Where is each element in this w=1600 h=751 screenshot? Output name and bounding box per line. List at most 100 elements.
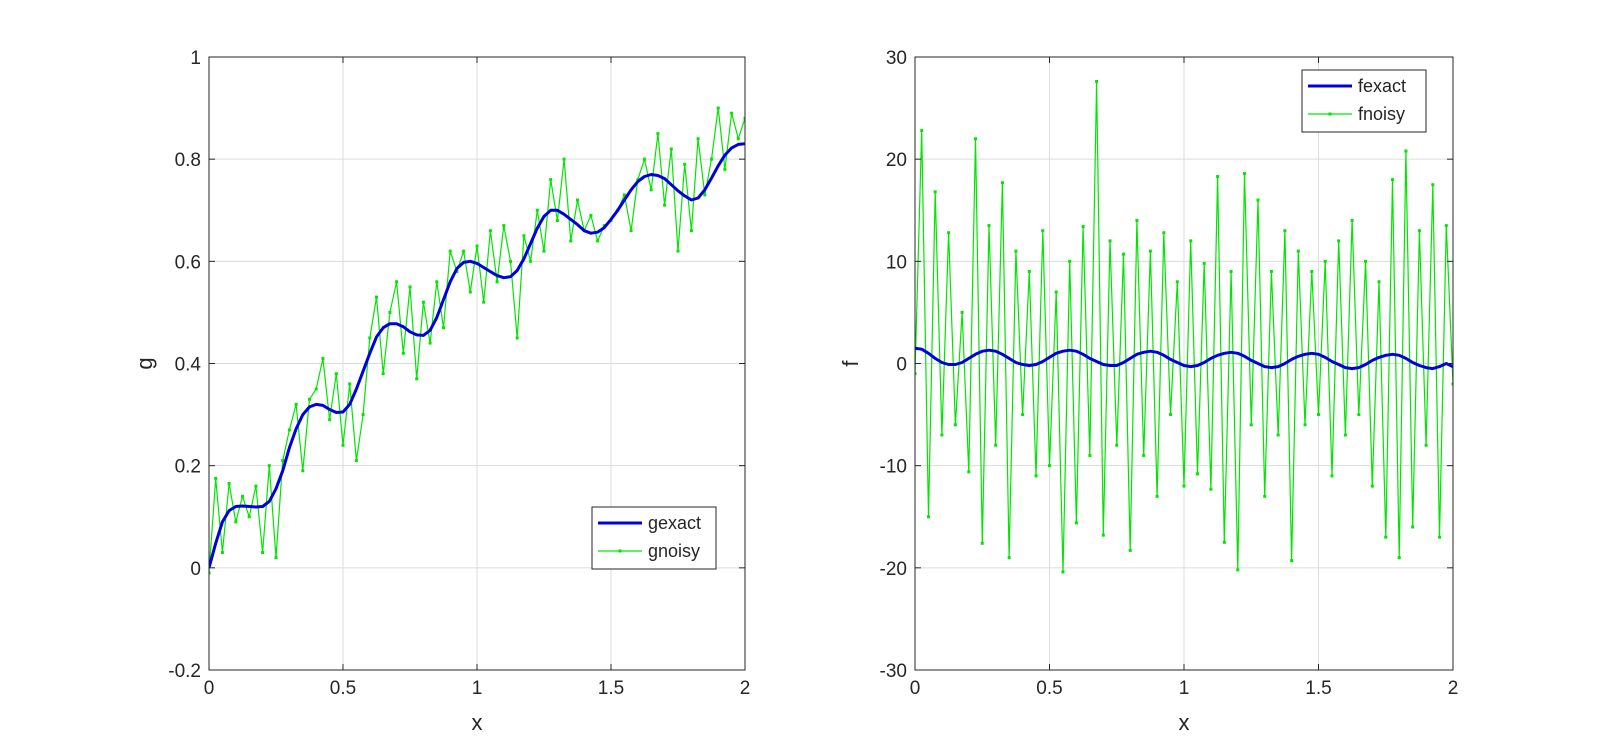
- data-point: [649, 188, 653, 192]
- data-point: [368, 336, 372, 340]
- y-tick-label: 0.4: [175, 355, 202, 376]
- data-point: [656, 132, 660, 136]
- data-point: [1155, 494, 1159, 498]
- data-point: [314, 387, 318, 391]
- data-point: [482, 300, 486, 304]
- y-tick-label: -30: [880, 661, 907, 682]
- x-tick-label: 1: [1179, 678, 1190, 699]
- chart-g: 0 0.5 1 1.5 2-0.200.20.40.60.81xggexactgnois…: [132, 48, 750, 735]
- legend-box: [1301, 69, 1427, 133]
- data-point: [1303, 423, 1307, 427]
- y-tick-label: 0: [896, 355, 907, 376]
- data-point: [542, 249, 546, 253]
- legend-box: [591, 506, 717, 570]
- data-point: [716, 106, 720, 110]
- data-point: [442, 326, 445, 330]
- data-point: [1162, 231, 1166, 235]
- data-point: [1397, 556, 1401, 560]
- x-tick-label: 0.5: [330, 678, 356, 699]
- data-point: [1108, 239, 1112, 243]
- data-point: [448, 249, 452, 253]
- x-axis-label: x: [1179, 710, 1190, 735]
- data-point: [689, 229, 693, 233]
- data-point: [247, 515, 251, 519]
- data-point: [980, 541, 984, 545]
- data-point: [1229, 270, 1233, 274]
- y-tick-label: -0.2: [168, 661, 201, 682]
- data-point: [696, 137, 700, 141]
- data-point: [468, 290, 472, 294]
- data-point: [281, 459, 285, 463]
- data-point: [576, 198, 579, 202]
- data-point: [1431, 183, 1435, 187]
- data-point: [1142, 453, 1146, 457]
- data-point: [529, 259, 533, 263]
- data-point: [669, 147, 673, 151]
- data-point: [241, 494, 244, 498]
- data-point: [736, 137, 740, 141]
- data-point: [1310, 270, 1314, 274]
- data-point: [509, 259, 512, 263]
- data-point: [308, 397, 311, 401]
- data-point: [421, 300, 425, 304]
- data-point: [1088, 453, 1092, 457]
- data-point: [1451, 382, 1453, 386]
- data-point: [1189, 239, 1193, 243]
- legend-marker: [618, 549, 622, 553]
- data-point: [1256, 198, 1260, 202]
- data-point: [227, 482, 231, 486]
- data-point: [1269, 270, 1273, 274]
- data-point: [953, 423, 957, 427]
- data-point: [683, 162, 687, 166]
- data-point: [1444, 224, 1448, 228]
- data-point: [1323, 259, 1327, 263]
- data-point: [1276, 433, 1280, 437]
- data-point: [1175, 280, 1179, 284]
- legend-label-fexact: fexact: [1358, 76, 1406, 96]
- x-tick-label: 1.5: [1305, 678, 1331, 699]
- series-line-fexact: [915, 346, 1453, 371]
- y-axis-label: g: [132, 357, 157, 369]
- data-point: [361, 413, 365, 417]
- data-point: [562, 157, 566, 161]
- data-point: [435, 280, 439, 284]
- x-tick-label: 2: [740, 678, 751, 699]
- data-point: [515, 336, 519, 340]
- data-point: [1364, 259, 1368, 263]
- data-point: [1263, 494, 1267, 498]
- data-point: [1216, 175, 1220, 179]
- data-point: [1236, 568, 1240, 572]
- data-point: [301, 469, 305, 473]
- data-point: [1330, 474, 1334, 478]
- data-point: [1350, 218, 1354, 222]
- data-point: [555, 218, 559, 222]
- data-point: [234, 520, 238, 524]
- data-point: [267, 464, 271, 468]
- data-point: [1061, 570, 1065, 574]
- data-point: [1135, 218, 1139, 222]
- data-point: [1054, 290, 1058, 294]
- data-point: [381, 372, 385, 376]
- data-point: [1115, 443, 1119, 447]
- data-point: [1343, 433, 1347, 437]
- legend-label-fnoisy: fnoisy: [1358, 104, 1405, 124]
- series-line-gexact: [209, 142, 745, 569]
- data-point: [1027, 270, 1031, 274]
- data-point: [1377, 280, 1381, 284]
- x-tick-label: 1.5: [598, 678, 624, 699]
- data-point: [1290, 559, 1294, 563]
- data-point: [462, 249, 466, 253]
- data-point: [703, 193, 707, 197]
- y-tick-label: 10: [886, 252, 907, 273]
- data-point: [408, 285, 412, 289]
- data-point: [495, 280, 499, 284]
- data-point: [663, 203, 667, 207]
- data-point: [341, 443, 345, 447]
- data-point: [1222, 540, 1226, 544]
- data-point: [1357, 413, 1361, 417]
- data-point: [1074, 521, 1078, 525]
- data-point: [1202, 261, 1206, 265]
- data-point: [723, 167, 727, 171]
- data-point: [1195, 472, 1199, 476]
